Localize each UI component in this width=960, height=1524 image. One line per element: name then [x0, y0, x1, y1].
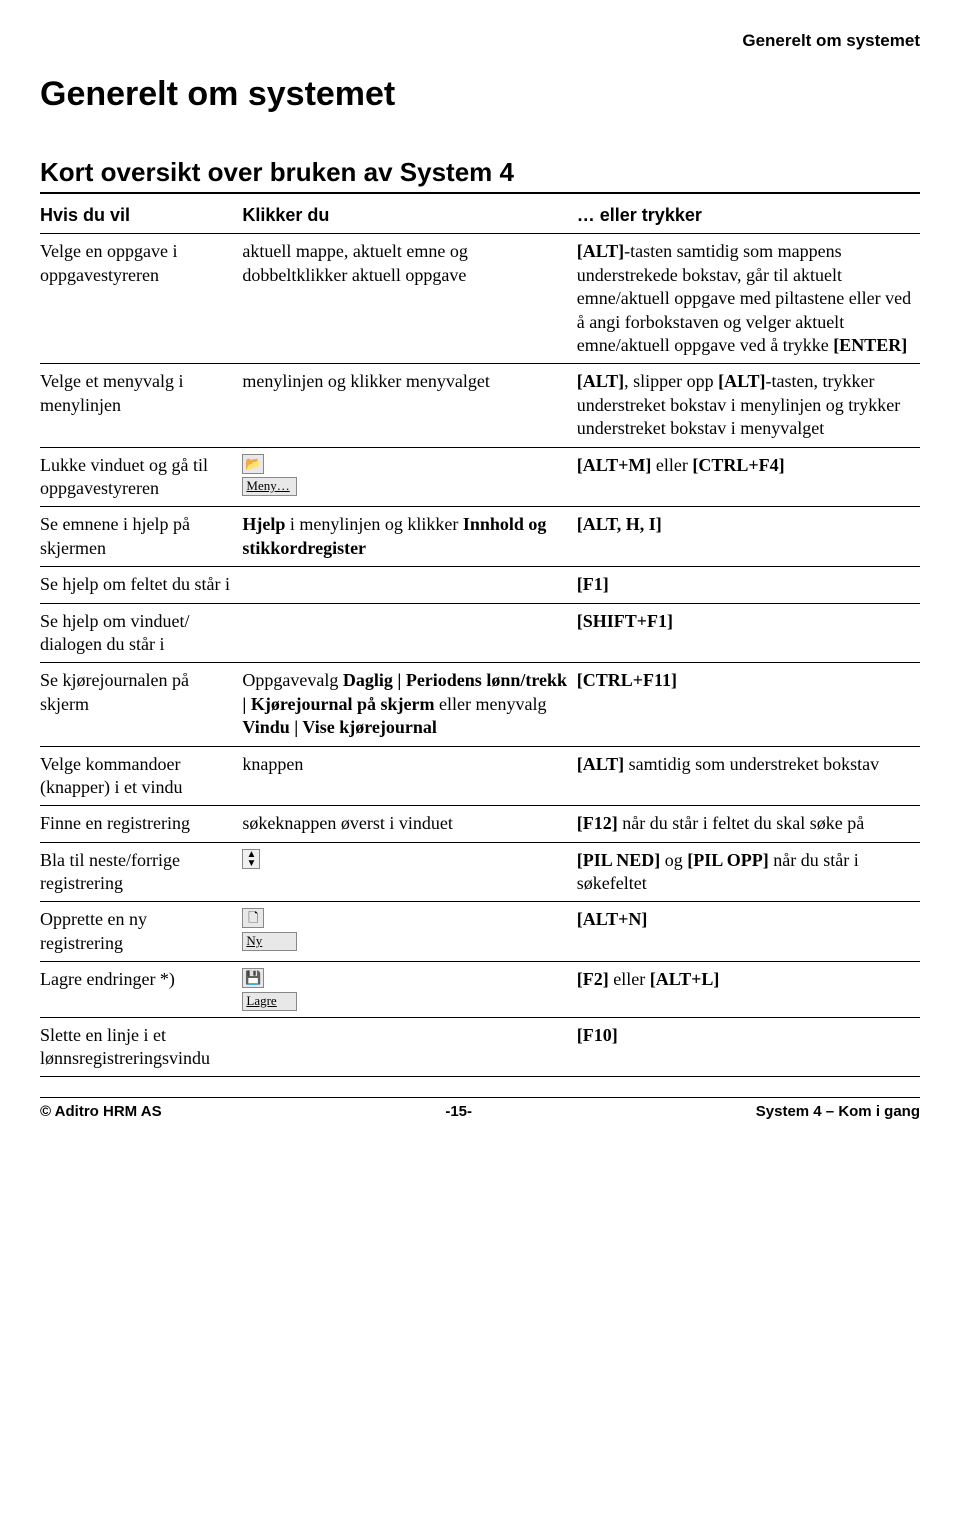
table-row: Lukke vinduet og gå til oppgavestyreren …	[40, 447, 920, 507]
click-cell: Oppgavevalg Daglig | Periodens lønn/trek…	[242, 663, 576, 746]
running-header: Generelt om systemet	[40, 30, 920, 52]
key-combo: [ALT]	[577, 241, 624, 261]
key-text: eller	[609, 969, 650, 989]
footer-center: -15-	[445, 1102, 472, 1122]
key-combo: [ALT+L]	[650, 969, 720, 989]
click-cell: ▲ ▼	[242, 842, 576, 902]
menu-name: Hjelp	[242, 514, 285, 534]
key-cell: [ALT, H, I]	[577, 507, 920, 567]
task-cell: Finne en registrering	[40, 806, 242, 842]
task-cell: Se emnene i hjelp på skjermen	[40, 507, 242, 567]
click-cell: aktuell mappe, aktuelt emne og dobbeltkl…	[242, 234, 576, 364]
click-cell: menylinjen og klikker menyvalget	[242, 364, 576, 447]
section-title: Kort oversikt over bruken av System 4	[40, 156, 920, 194]
key-cell: [F2] eller [ALT+L]	[577, 962, 920, 1017]
task-cell: Opprette en ny registrering	[40, 902, 242, 962]
column-header: Hvis du vil	[40, 198, 242, 234]
click-cell: knappen	[242, 746, 576, 806]
table-header-row: Hvis du vil Klikker du … eller trykker	[40, 198, 920, 234]
key-text: når du står i feltet du skal søke på	[618, 813, 864, 833]
key-combo: [F2]	[577, 969, 609, 989]
key-combo: [ALT]	[718, 371, 765, 391]
key-combo: [ALT+M]	[577, 455, 652, 475]
key-cell: [ALT]-tasten samtidig som mappens unders…	[577, 234, 920, 364]
key-combo: [F12]	[577, 813, 618, 833]
task-cell: Se kjørejournalen på skjerm	[40, 663, 242, 746]
key-combo: [ENTER]	[833, 335, 907, 355]
button-label: Ny	[242, 932, 297, 951]
button-label: Meny…	[242, 477, 297, 496]
key-text: samtidig som understreket bokstav	[624, 754, 879, 774]
click-cell: 💾 Lagre	[242, 962, 576, 1017]
key-cell: [ALT+N]	[577, 902, 920, 962]
key-cell: [ALT], slipper opp [ALT]-tasten, trykker…	[577, 364, 920, 447]
table-row: Se hjelp om feltet du står i [F1]	[40, 567, 920, 603]
shortcuts-table: Hvis du vil Klikker du … eller trykker V…	[40, 198, 920, 1077]
task-cell: Velge et menyvalg i menylinjen	[40, 364, 242, 447]
key-text: og	[660, 850, 687, 870]
task-cell: Velge en oppgave i oppgavestyreren	[40, 234, 242, 364]
new-file-icon: 🗋	[242, 908, 264, 928]
column-header: Klikker du	[242, 198, 576, 234]
key-combo: [ALT]	[577, 371, 624, 391]
folder-icon: 📂	[242, 454, 264, 474]
spinner-icon: ▲ ▼	[242, 849, 260, 869]
key-combo: [CTRL+F4]	[692, 455, 784, 475]
key-cell: [CTRL+F11]	[577, 663, 920, 746]
key-cell: [PIL NED] og [PIL OPP] når du står i søk…	[577, 842, 920, 902]
table-row: Se kjørejournalen på skjerm Oppgavevalg …	[40, 663, 920, 746]
click-cell	[242, 567, 576, 603]
key-combo: [PIL NED]	[577, 850, 661, 870]
footer-right: System 4 – Kom i gang	[756, 1102, 920, 1122]
key-text: eller	[651, 455, 692, 475]
text: eller menyvalg	[435, 694, 547, 714]
menu-path: Vindu | Vise kjørejournal	[242, 717, 437, 737]
table-row: Se emnene i hjelp på skjermen Hjelp i me…	[40, 507, 920, 567]
text: i menylinjen og klikker	[285, 514, 462, 534]
click-cell: 📂 Meny…	[242, 447, 576, 507]
key-text: , slipper opp	[624, 371, 718, 391]
column-header: … eller trykker	[577, 198, 920, 234]
table-row: Velge et menyvalg i menylinjen menylinje…	[40, 364, 920, 447]
key-cell: [SHIFT+F1]	[577, 603, 920, 663]
footer-left: © Aditro HRM AS	[40, 1102, 162, 1122]
table-row: Finne en registrering søkeknappen øverst…	[40, 806, 920, 842]
key-cell: [F10]	[577, 1017, 920, 1077]
page-title: Generelt om systemet	[40, 72, 920, 116]
task-cell: Se hjelp om feltet du står i	[40, 567, 242, 603]
table-row: Lagre endringer *) 💾 Lagre [F2] eller [A…	[40, 962, 920, 1017]
table-row: Se hjelp om vinduet/ dialogen du står i …	[40, 603, 920, 663]
table-row: Slette en linje i et lønnsregistrerings­…	[40, 1017, 920, 1077]
task-cell: Slette en linje i et lønnsregistrerings­…	[40, 1017, 242, 1077]
click-cell: Hjelp i menylinjen og klikker Innhold og…	[242, 507, 576, 567]
click-cell	[242, 603, 576, 663]
click-cell	[242, 1017, 576, 1077]
key-combo: [PIL OPP]	[687, 850, 769, 870]
task-cell: Se hjelp om vinduet/ dialogen du står i	[40, 603, 242, 663]
click-cell: søkeknappen øverst i vinduet	[242, 806, 576, 842]
key-combo: [ALT]	[577, 754, 624, 774]
table-row: Bla til neste/forrige registrering ▲ ▼ […	[40, 842, 920, 902]
table-row: Velge en oppgave i oppgavestyreren aktue…	[40, 234, 920, 364]
key-cell: [ALT+M] eller [CTRL+F4]	[577, 447, 920, 507]
page-footer: © Aditro HRM AS -15- System 4 – Kom i ga…	[40, 1097, 920, 1122]
key-cell: [F1]	[577, 567, 920, 603]
table-row: Velge kommandoer (knapper) i et vindu kn…	[40, 746, 920, 806]
task-cell: Velge kommandoer (knapper) i et vindu	[40, 746, 242, 806]
task-cell: Lagre endringer *)	[40, 962, 242, 1017]
click-cell: 🗋 Ny	[242, 902, 576, 962]
text: Oppgavevalg	[242, 670, 342, 690]
button-label: Lagre	[242, 992, 297, 1011]
table-row: Opprette en ny registrering 🗋 Ny [ALT+N]	[40, 902, 920, 962]
key-cell: [F12] når du står i feltet du skal søke …	[577, 806, 920, 842]
task-cell: Bla til neste/forrige registrering	[40, 842, 242, 902]
save-icon: 💾	[242, 968, 264, 988]
key-cell: [ALT] samtidig som understreket bokstav	[577, 746, 920, 806]
task-cell: Lukke vinduet og gå til oppgavestyreren	[40, 447, 242, 507]
